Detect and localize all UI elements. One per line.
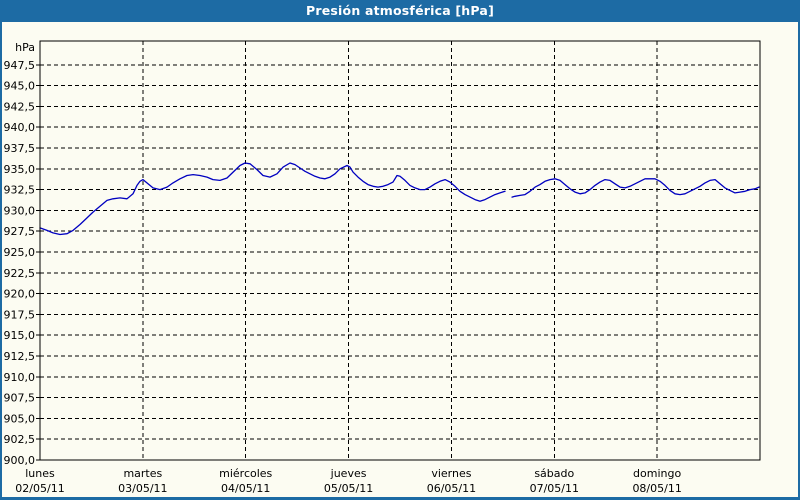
y-axis-unit-label: hPa: [15, 41, 35, 54]
x-axis-labels: lunes 02/05/11 martes 03/05/11 miércoles 04/0…: [15, 467, 682, 495]
y-axis-labels: hPa 947,5 945,0 942,5 940,0 937,5 935,0 932,5 93…: [4, 41, 36, 467]
y-tick-label: 925,0: [4, 246, 36, 259]
x-date-label: 03/05/11: [118, 482, 167, 495]
y-tick-label: 917,5: [4, 308, 36, 321]
x-date-label: 04/05/11: [221, 482, 270, 495]
y-tick-label: 947,5: [4, 59, 36, 72]
x-date-label: 05/05/11: [324, 482, 373, 495]
y-tick-label: 932,5: [4, 184, 36, 197]
x-day-label: domingo: [633, 467, 681, 480]
plot-border: [39, 40, 761, 461]
x-day-label: lunes: [25, 467, 55, 480]
y-tick-label: 912,5: [4, 350, 36, 363]
x-day-label: sábado: [534, 467, 574, 480]
x-day-label: miércoles: [219, 467, 272, 480]
y-tick-label: 900,0: [4, 454, 36, 467]
pressure-chart: hPa 947,5 945,0 942,5 940,0 937,5 935,0 932,5 93…: [4, 40, 761, 495]
x-day-label: jueves: [330, 467, 367, 480]
x-day-label: viernes: [431, 467, 471, 480]
y-tick-label: 930,0: [4, 204, 36, 217]
y-tick-label: 920,0: [4, 288, 36, 301]
y-tick-label: 902,5: [4, 433, 36, 446]
y-tick-label: 927,5: [4, 225, 36, 238]
y-tick-label: 905,0: [4, 412, 36, 425]
y-tick-label: 907,5: [4, 392, 36, 405]
y-tick-label: 945,0: [4, 80, 36, 93]
y-tick-label: 922,5: [4, 267, 36, 280]
pressure-line: [39, 162, 506, 236]
x-date-label: 06/05/11: [427, 482, 476, 495]
x-day-label: martes: [123, 467, 162, 480]
gridlines: [40, 41, 760, 460]
y-tick-label: 940,0: [4, 121, 36, 134]
axis-ticks: [36, 64, 40, 461]
y-tick-label: 935,0: [4, 163, 36, 176]
pressure-series: [39, 162, 760, 236]
x-date-label: 08/05/11: [632, 482, 681, 495]
chart-title-bar: Presión atmosférica [hPa]: [0, 0, 800, 22]
x-date-label: 02/05/11: [15, 482, 64, 495]
x-date-label: 07/05/11: [530, 482, 579, 495]
chart-title: Presión atmosférica [hPa]: [306, 3, 494, 18]
pressure-line: [511, 178, 760, 198]
y-tick-label: 937,5: [4, 142, 36, 155]
y-tick-label: 915,0: [4, 329, 36, 342]
chart-content-area: hPa 947,5 945,0 942,5 940,0 937,5 935,0 932,5 93…: [2, 22, 798, 497]
y-tick-label: 942,5: [4, 100, 36, 113]
y-tick-label: 910,0: [4, 371, 36, 384]
